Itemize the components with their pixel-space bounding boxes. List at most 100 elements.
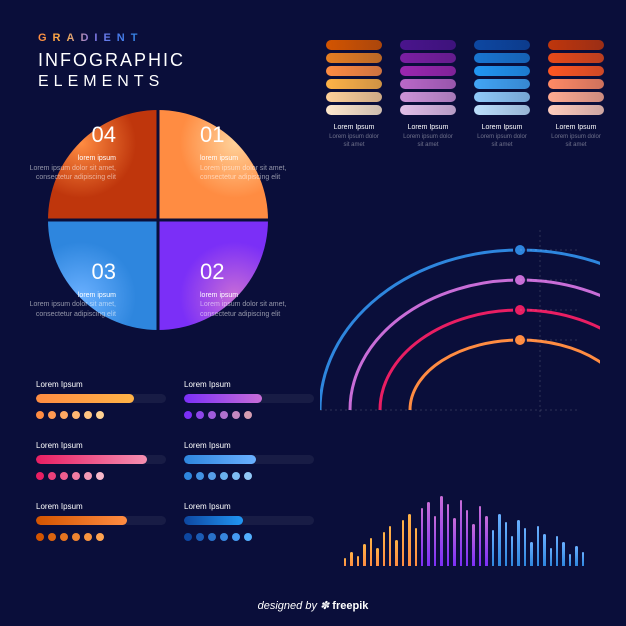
pie-seg-title: Lorem Ipsum [26,154,116,164]
dot [60,533,68,541]
dot [96,472,104,480]
dot [72,411,80,419]
stack-label: Lorem Ipsum [334,124,375,131]
dot [84,472,92,480]
dot-row [36,472,166,480]
stack-pill [326,53,382,63]
credit-prefix: designed by [258,600,320,612]
bar-track [36,394,166,403]
mini-bar [498,514,500,566]
dot [96,411,104,419]
mini-bar [505,522,507,566]
pie-label-01: 01Lorem IpsumLorem ipsum dolor sit amet,… [200,120,290,183]
mini-bar [511,536,513,566]
stack-label: Lorem Ipsum [556,124,597,131]
dot [208,533,216,541]
stack-body: Lorem ipsum dolor sit amet [326,134,382,150]
mini-bar [434,516,436,566]
mini-bar [575,546,577,566]
dot [196,472,204,480]
mini-bar [550,548,552,566]
stack-pill [326,105,382,115]
dot [232,533,240,541]
bar-track [184,394,314,403]
mini-bar [408,514,410,566]
mini-bar [460,500,462,566]
dot [48,472,56,480]
stack-pill [548,105,604,115]
stack-pill [400,79,456,89]
pie-seg-title: Lorem Ipsum [200,154,290,164]
progress-bar-5: Lorem Ipsum [184,502,314,541]
color-stack-0: Lorem Ipsum Lorem ipsum dolor sit amet [326,40,382,150]
bar-label: Lorem Ipsum [184,502,314,511]
pie-label-04: 04Lorem IpsumLorem ipsum dolor sit amet,… [26,120,116,183]
dot [72,533,80,541]
color-stack-1: Lorem IpsumLorem ipsum dolor sit amet [400,40,456,150]
pie-chart: 01Lorem IpsumLorem ipsum dolor sit amet,… [28,90,288,350]
dot [36,533,44,541]
mini-bar [569,554,571,566]
mini-bar [492,530,494,566]
dot [96,533,104,541]
pie-label-02: 02Lorem IpsumLorem ipsum dolor sit amet,… [200,257,290,320]
freepik-icon: ✽ [320,600,332,612]
color-stack-2: Lorem IpsumLorem ipsum dolor sit amet [474,40,530,150]
mini-bar [530,542,532,566]
stack-pill [326,92,382,102]
dot [48,411,56,419]
bar-row: Lorem Ipsum Lorem Ipsum [36,380,316,419]
bar-label: Lorem Ipsum [36,441,166,450]
bar-track [184,516,314,525]
mini-bar [370,538,372,566]
bar-label: Lorem Ipsum [36,380,166,389]
mini-bar [415,528,417,566]
dot [220,533,228,541]
color-stack-3: Lorem IpsumLorem ipsum dolor sit amet [548,40,604,150]
bar-label: Lorem Ipsum [184,441,314,450]
dot [208,411,216,419]
stack-pill [548,40,604,50]
mini-bar [479,506,481,566]
stack-pill [326,66,382,76]
dot-row [36,411,166,419]
mini-bar [357,556,359,566]
dot [232,472,240,480]
stack-pill [326,79,382,89]
bar-row: Lorem Ipsum Lorem Ipsum [36,502,316,541]
dot [184,533,192,541]
dot [60,472,68,480]
stack-body: Lorem ipsum dolor sit amet [400,134,456,150]
arc-chart [320,230,600,450]
mini-bar [472,524,474,566]
pie-seg-body: Lorem ipsum dolor sit amet, consectetur … [200,301,286,318]
mini-bar [376,548,378,566]
progress-bar-1: Lorem Ipsum [184,380,314,419]
pie-seg-body: Lorem ipsum dolor sit amet, consectetur … [30,165,116,182]
progress-bar-2: Lorem Ipsum [36,441,166,480]
bar-label: Lorem Ipsum [184,380,314,389]
stack-pill [548,66,604,76]
title-line-1: INFOGRAPHIC [38,50,185,71]
stack-pill [400,92,456,102]
dot [60,411,68,419]
mini-bar [524,528,526,566]
mini-bar [389,526,391,566]
pie-seg-title: Lorem Ipsum [200,291,290,301]
bar-fill [184,455,256,464]
dot [36,411,44,419]
mini-bar [485,516,487,566]
dot [36,472,44,480]
mini-bar [344,558,346,566]
dot-row [184,411,314,419]
progress-bar-4: Lorem Ipsum [36,502,166,541]
mini-bar [562,542,564,566]
pie-seg-body: Lorem ipsum dolor sit amet, consectetur … [30,301,116,318]
dot [220,411,228,419]
mini-bar [517,520,519,566]
mini-bar [350,552,352,566]
credit-line: designed by ✽ freepik [0,599,626,612]
stack-pill [474,66,530,76]
dot [72,472,80,480]
mini-bar [363,544,365,566]
